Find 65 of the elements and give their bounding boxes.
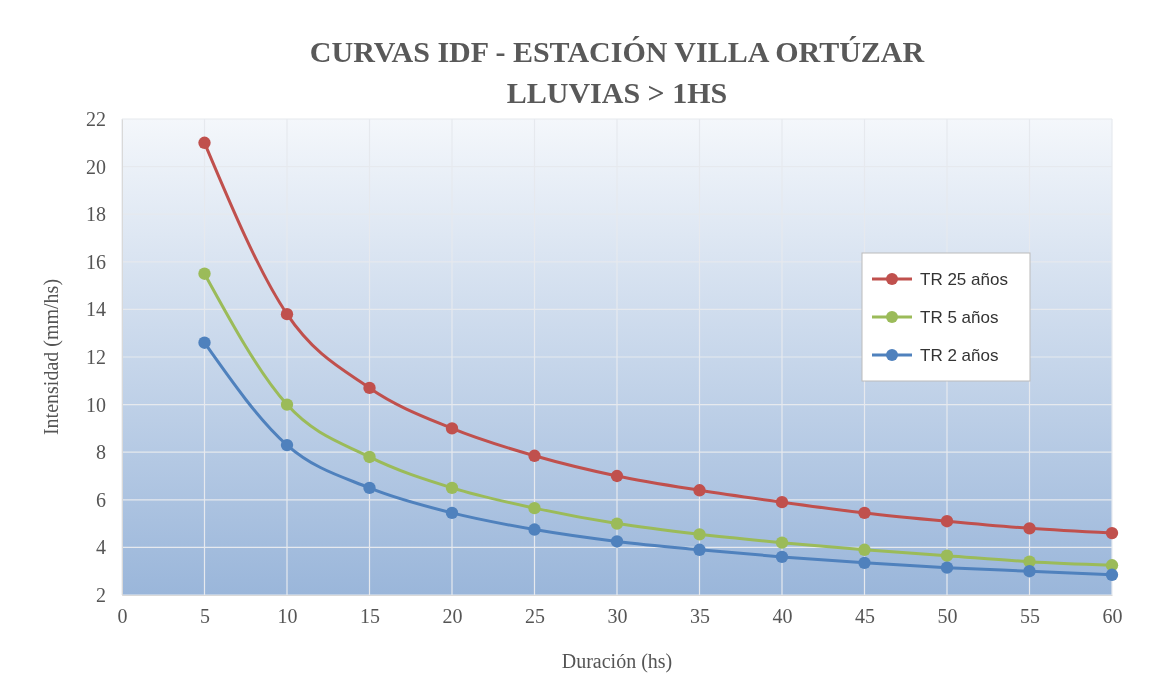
point [363,450,376,464]
x-tick-label: 60 [1102,605,1123,628]
point [280,307,294,321]
point [610,535,624,548]
point [1023,522,1036,535]
legend-label: TR 25 años [920,270,1008,289]
chart-title: CURVAS IDF - ESTACIÓN VILLA ORTÚZAR [309,35,925,68]
y-tick-label: 22 [86,107,106,130]
x-tick-label: 35 [690,605,710,628]
point [858,556,871,570]
x-tick-label: 55 [1020,605,1040,628]
point [775,550,789,564]
x-tick-label: 25 [525,605,545,628]
point [1105,526,1119,540]
point [528,523,541,536]
x-tick-label: 15 [360,605,380,628]
y-tick-label: 20 [86,155,106,178]
point [858,543,871,556]
point [610,469,624,483]
x-tick-label: 45 [855,605,875,628]
point [858,506,871,520]
point [528,449,541,462]
point [940,561,954,574]
y-tick-label: 2 [96,583,106,606]
y-tick-label: 12 [86,345,106,368]
y-tick-label: 10 [86,393,106,416]
y-tick-label: 8 [96,441,106,464]
point [940,549,954,562]
x-tick-label: 10 [277,605,298,628]
point [445,422,459,435]
point [280,438,294,452]
point [198,267,211,280]
point [445,481,459,495]
x-tick-label: 30 [607,605,628,628]
x-tick-label: 5 [200,605,210,628]
point [1105,568,1119,581]
point [198,136,211,149]
point [775,496,789,509]
chart-subtitle: LLUVIAS > 1HS [506,76,728,109]
point [1023,565,1036,578]
y-tick-label: 4 [96,536,106,559]
y-tick-label: 18 [86,203,106,226]
point [445,506,459,520]
x-tick-label: 40 [772,605,793,628]
x-tick-label: 20 [442,605,463,628]
legend-label: TR 5 años [920,308,999,327]
point [610,517,624,530]
point [693,528,706,541]
point [775,536,789,549]
legend-label: TR 2 años [920,346,999,365]
point [363,381,376,395]
point [940,515,954,528]
x-tick-label: 0 [117,605,128,628]
y-tick-label: 14 [86,298,106,321]
y-axis-title: Intensidad (mm/hs) [40,278,63,436]
point [198,336,211,349]
x-tick-label: 50 [937,605,958,628]
y-tick-label: 16 [86,250,106,273]
x-axis-title: Duración (hs) [561,650,673,673]
point [693,484,706,497]
point [693,543,706,556]
point [528,501,541,515]
point [280,398,294,411]
point [363,481,376,495]
y-tick-label: 6 [96,488,106,511]
